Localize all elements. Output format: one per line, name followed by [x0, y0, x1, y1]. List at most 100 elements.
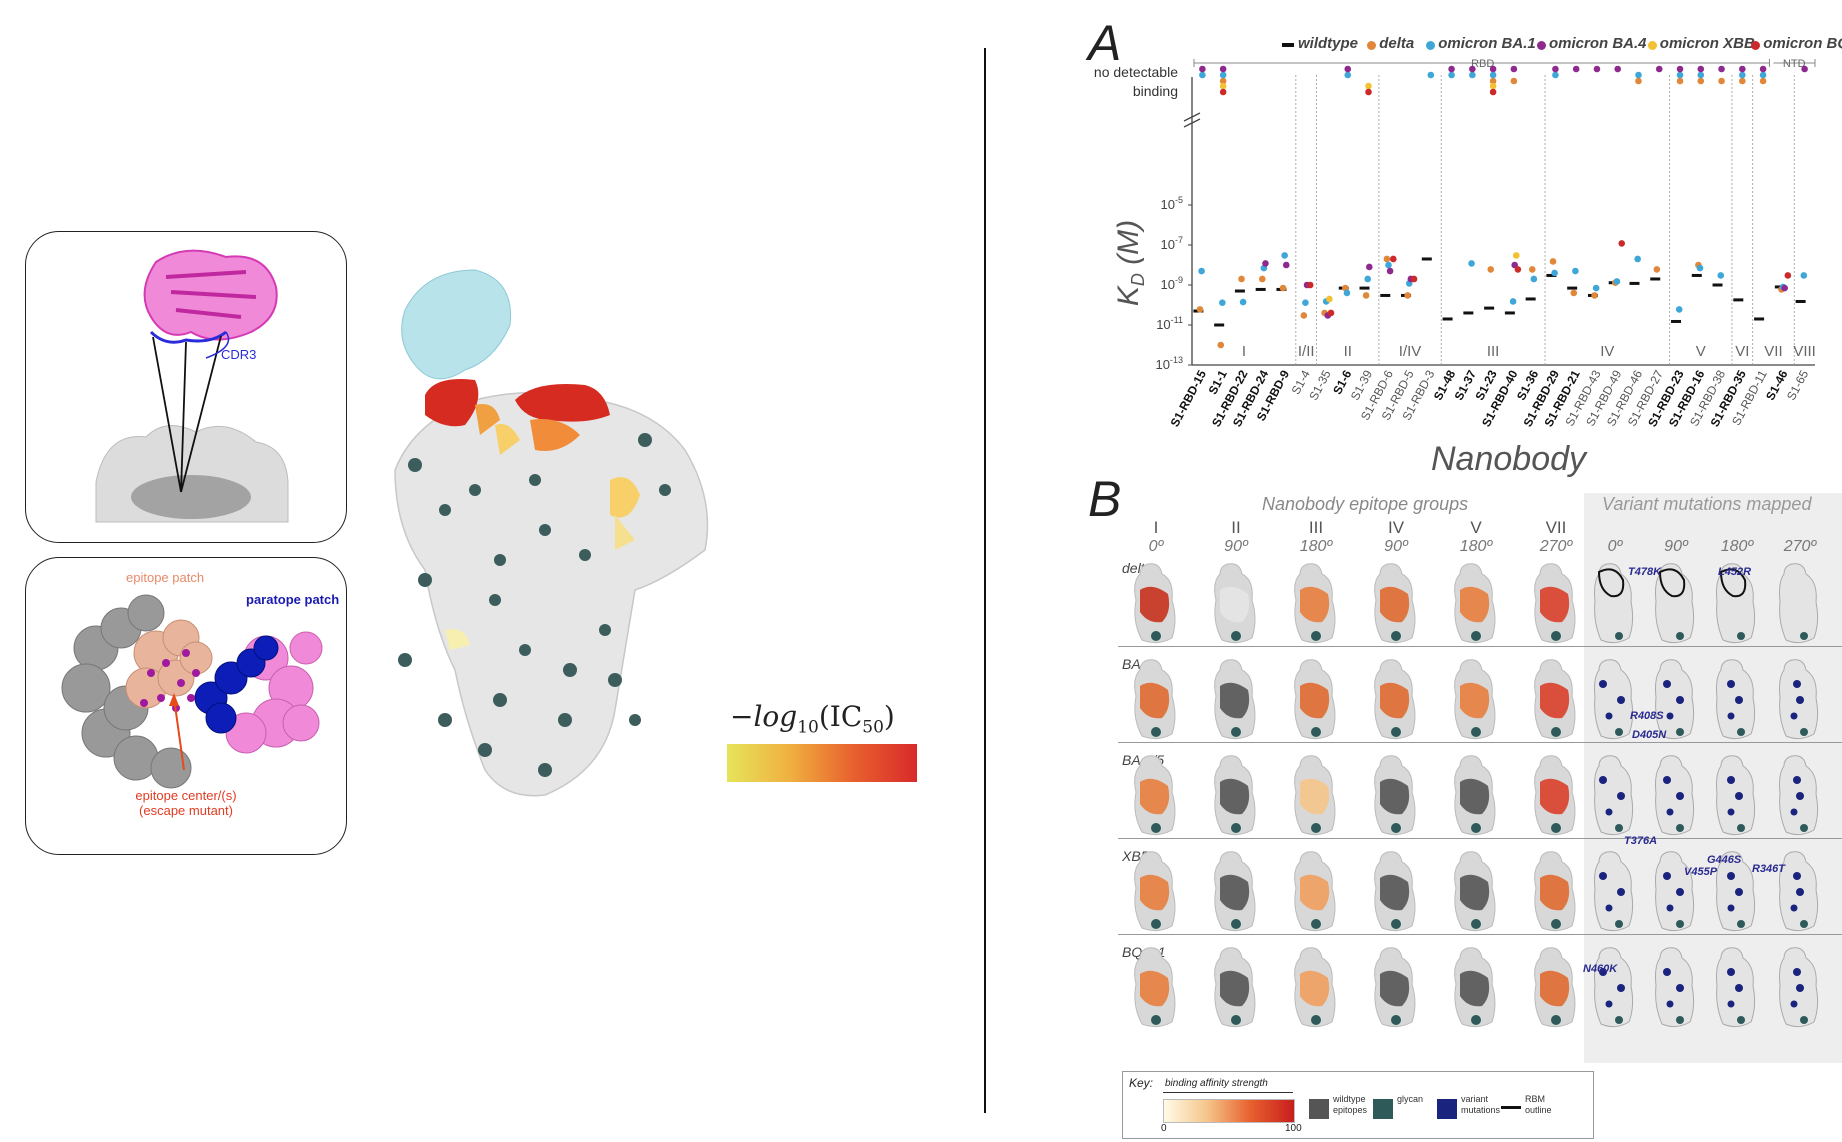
- variant-surface-thumbnail: [1779, 947, 1819, 1028]
- mutation-label: G446S: [1707, 854, 1742, 866]
- no-binding-point-omicron-BA-1: [1199, 71, 1206, 79]
- point-omicron-BA-1: [1800, 272, 1808, 279]
- group-label: VI: [1735, 343, 1749, 360]
- variant-mutations-title: Variant mutations mapped: [1602, 494, 1812, 514]
- epitope-surface-thumbnail: [1454, 947, 1496, 1028]
- ntd-label: NTD: [1783, 58, 1806, 70]
- no-binding-point-omicron-BQ-1-1: [1365, 88, 1372, 96]
- point-delta: [1653, 266, 1661, 273]
- variant-surface-thumbnail: [1716, 755, 1756, 836]
- y-tick-label: 10-13: [1156, 355, 1183, 372]
- row-separator: [1118, 838, 1842, 839]
- no-binding-point-omicron-BQ-1-1: [1489, 88, 1497, 96]
- point-wildtype: [1380, 293, 1391, 297]
- mutation-label: T376A: [1624, 835, 1658, 847]
- epitope-surface-thumbnail: [1214, 659, 1256, 740]
- group-label: I/II: [1298, 343, 1315, 360]
- variant-surface-thumbnail: [1594, 563, 1634, 644]
- colorbar: [727, 744, 917, 782]
- group-angle: 180º: [1299, 538, 1333, 555]
- no-binding-point-omicron-BA-1: [1427, 71, 1435, 79]
- point-wildtype: [1255, 287, 1266, 291]
- variant-surface-thumbnail: [1594, 659, 1634, 740]
- variant-surface-thumbnail: [1779, 755, 1819, 836]
- point-omicron-BA-1: [1675, 306, 1683, 313]
- group-angle: 180º: [1459, 538, 1493, 555]
- mutation-label: V455P: [1684, 866, 1718, 878]
- point-wildtype: [1484, 306, 1495, 310]
- no-binding-point-delta: [1635, 77, 1642, 85]
- no-binding-point-omicron-BA-4: [1801, 65, 1808, 73]
- point-omicron-BQ-1-1: [1618, 240, 1626, 247]
- no-binding-point-omicron-BA-4: [1199, 65, 1206, 73]
- no-binding-point-omicron-XBB: [1489, 82, 1497, 90]
- point-omicron-XBB: [1512, 252, 1520, 259]
- key-item-label: variant mutations: [1461, 1094, 1501, 1115]
- key-swatch: [1501, 1106, 1521, 1109]
- mutation-label: R346T: [1752, 863, 1786, 875]
- no-binding-point-omicron-BA-4: [1655, 65, 1663, 73]
- panel-a-letter: A: [1088, 15, 1122, 71]
- row-separator: [1118, 934, 1842, 935]
- variant-surface-thumbnail: [1594, 851, 1634, 932]
- no-binding-point-omicron-BA-1: [1489, 71, 1497, 79]
- group-header: I: [1153, 518, 1159, 537]
- epitope-surface-thumbnail: [1374, 659, 1416, 740]
- epitope-surface-thumbnail: [1374, 755, 1416, 836]
- epitope-surface-thumbnail: [1294, 851, 1336, 932]
- point-omicron-BA-1: [1281, 252, 1288, 259]
- key-item-label: glycan: [1397, 1094, 1424, 1104]
- point-omicron-BA-1: [1717, 272, 1725, 279]
- no-binding-point-omicron-BA-1: [1759, 71, 1767, 79]
- key-swatch: [1309, 1099, 1329, 1119]
- legend-label-5: omicron BQ.1.1: [1763, 35, 1842, 52]
- point-delta: [1570, 289, 1578, 297]
- panel-b-letter: B: [1088, 471, 1122, 527]
- key-arrow: [1163, 1092, 1293, 1093]
- no-binding-point-omicron-BA-4: [1739, 65, 1746, 73]
- mutation-label: R408S: [1630, 710, 1664, 722]
- no-binding-point-omicron-BA-4: [1219, 65, 1227, 73]
- key-gradient: [1163, 1099, 1295, 1123]
- point-delta: [1362, 292, 1370, 299]
- epitope-surface-thumbnail: [1534, 659, 1576, 740]
- y-tick-label: 10-9: [1161, 275, 1183, 292]
- point-omicron-BA-1: [1509, 298, 1517, 305]
- point-wildtype: [1359, 286, 1370, 290]
- point-omicron-BA-1: [1634, 255, 1641, 263]
- point-omicron-BA-1: [1551, 269, 1558, 277]
- group-label: V: [1696, 343, 1706, 360]
- epitope-surface-thumbnail: [1374, 563, 1416, 644]
- variant-surface-thumbnail: [1779, 851, 1819, 932]
- no-binding-point-delta: [1676, 77, 1684, 85]
- no-binding-point-omicron-BA-4: [1448, 65, 1455, 73]
- y-tick-label: 10-5: [1161, 195, 1183, 212]
- group-angle: 270º: [1539, 538, 1573, 555]
- group-header: III: [1308, 518, 1324, 537]
- point-omicron-BA-1: [1219, 299, 1226, 307]
- key-item-label: wildtype epitopes: [1333, 1094, 1368, 1115]
- point-wildtype: [1629, 281, 1640, 285]
- point-omicron-XBB: [1326, 295, 1333, 303]
- no-binding-point-omicron-BA-1: [1448, 71, 1455, 79]
- legend-marker-5: [1751, 41, 1761, 50]
- no-binding-point-omicron-BQ-1-1: [1219, 88, 1227, 96]
- group-header: IV: [1387, 518, 1405, 537]
- no-binding-point-omicron-BA-4: [1593, 65, 1601, 73]
- point-delta: [1528, 266, 1536, 273]
- point-omicron-BA-1: [1198, 267, 1205, 275]
- epitope-surface-thumbnail: [1374, 851, 1416, 932]
- point-omicron-BA-1: [1572, 267, 1579, 275]
- point-delta: [1279, 284, 1287, 292]
- key-gradient-label: binding affinity strength: [1165, 1078, 1268, 1089]
- point-omicron-BA-1: [1302, 299, 1309, 307]
- no-binding-point-delta: [1759, 77, 1767, 85]
- variant-surface-thumbnail: [1779, 659, 1819, 740]
- epitope-patch-label: epitope patch: [126, 570, 205, 585]
- epitope-surface-thumbnail: [1534, 563, 1576, 644]
- epitope-surface-thumbnail: [1134, 851, 1176, 932]
- no-binding-point-delta: [1510, 77, 1518, 85]
- point-omicron-BA-1: [1239, 298, 1247, 306]
- no-binding-point-delta: [1718, 77, 1725, 85]
- group-angle: 90º: [1384, 538, 1408, 555]
